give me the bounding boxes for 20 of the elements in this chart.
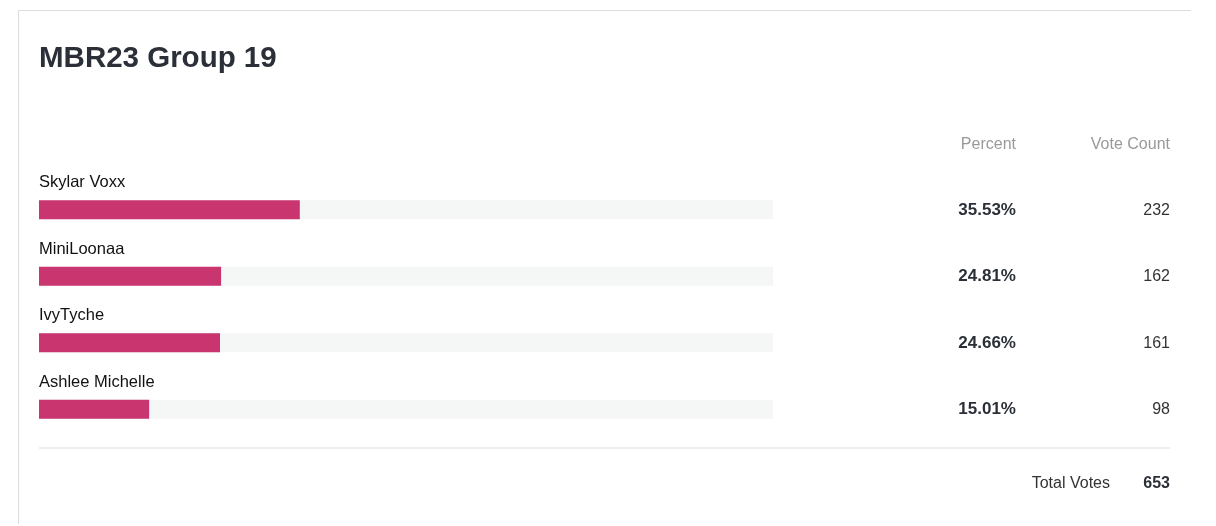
data-label: 35.53%: [958, 199, 1016, 219]
data-label: 15.01%: [958, 399, 1016, 419]
text: Total Votes: [1031, 474, 1110, 491]
data-label: 24.66%: [958, 332, 1016, 352]
text: Vote Count: [1090, 135, 1171, 152]
text: 98: [1152, 400, 1171, 418]
y-tick-label: Skylar Voxx: [39, 172, 126, 191]
text: Percent: [960, 135, 1017, 152]
bar: [39, 333, 220, 353]
text: 653: [1143, 474, 1171, 491]
y-tick-label: IvyTyche: [39, 305, 105, 324]
text: 162: [1143, 267, 1171, 285]
bar: [39, 266, 222, 286]
data-label: 24.81%: [958, 266, 1016, 286]
chart-title: MBR23 Group 19: [39, 40, 277, 73]
y-tick-label: MiniLoonaa: [39, 238, 126, 257]
bar: [39, 399, 150, 419]
text: 161: [1143, 333, 1171, 351]
y-tick-label: Ashlee Michelle: [39, 371, 155, 390]
text: 232: [1143, 200, 1171, 218]
